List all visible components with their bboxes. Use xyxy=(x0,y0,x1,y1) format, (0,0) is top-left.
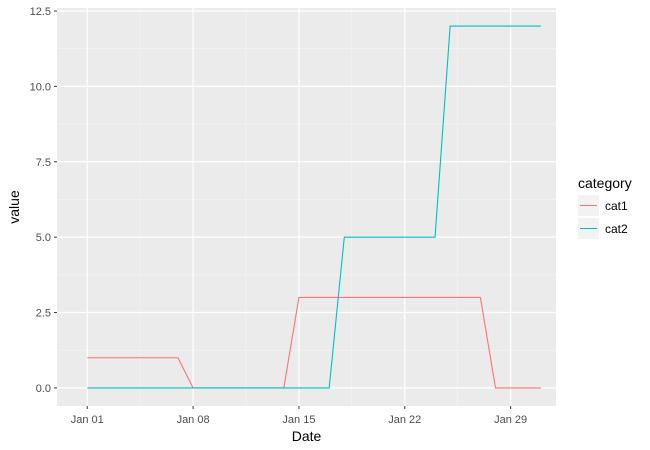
x-axis-title: Date xyxy=(292,428,322,444)
minor-x-gridlines xyxy=(139,8,459,406)
x-tick-label: Jan 29 xyxy=(494,414,527,426)
series-lines xyxy=(87,25,541,389)
series-line-cat2 xyxy=(87,25,541,389)
x-tick-label: Jan 15 xyxy=(282,414,315,426)
y-tick-label: 10.0 xyxy=(30,81,51,93)
y-tick-label: 7.5 xyxy=(36,157,51,169)
plot-panel xyxy=(57,8,556,406)
x-axis-tick-labels: Jan 01 Jan 08 Jan 15 Jan 22 Jan 29 xyxy=(71,414,527,426)
legend-title: category xyxy=(578,175,632,191)
y-axis-title: value xyxy=(6,190,22,224)
legend-items: cat1 cat2 xyxy=(578,195,628,239)
major-y-gridlines xyxy=(57,10,556,389)
y-tick-label: 12.5 xyxy=(30,6,51,18)
y-axis-tick-labels: 0.0 2.5 5.0 7.5 10.0 12.5 xyxy=(30,6,51,395)
series-line-cat1 xyxy=(87,296,541,389)
x-axis-ticks xyxy=(86,406,512,409)
y-axis-ticks xyxy=(54,10,57,389)
x-tick-label: Jan 08 xyxy=(177,414,210,426)
y-tick-label: 2.5 xyxy=(36,308,51,320)
legend: category cat1 cat2 xyxy=(578,175,632,239)
legend-label-cat1: cat1 xyxy=(605,199,628,213)
x-tick-label: Jan 01 xyxy=(71,414,104,426)
y-tick-label: 5.0 xyxy=(36,232,51,244)
x-tick-label: Jan 22 xyxy=(388,414,421,426)
major-x-gridlines xyxy=(86,8,512,406)
y-tick-label: 0.0 xyxy=(36,383,51,395)
legend-label-cat2: cat2 xyxy=(605,222,628,236)
